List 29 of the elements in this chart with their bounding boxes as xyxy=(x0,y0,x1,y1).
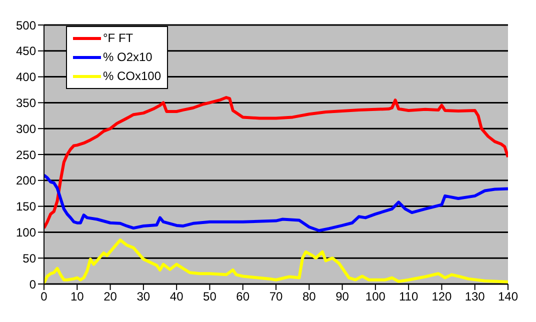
x-tick-label: 0 xyxy=(40,290,48,304)
y-tick-label: 200 xyxy=(16,174,36,188)
y-tick-label: 250 xyxy=(16,148,36,162)
x-tick-label: 50 xyxy=(203,290,217,304)
legend-label: % O2x10 xyxy=(103,49,152,66)
x-tick-label: 60 xyxy=(236,290,250,304)
y-tick-label: 400 xyxy=(16,70,36,84)
x-tick-label: 100 xyxy=(365,290,386,304)
x-tick-label: 120 xyxy=(432,290,452,304)
x-tick-label: 90 xyxy=(336,290,350,304)
x-tick-label: 80 xyxy=(302,290,316,304)
y-tick-label: 350 xyxy=(16,96,36,110)
y-tick-label: 0 xyxy=(29,277,36,292)
y-tick-label: 100 xyxy=(16,225,36,240)
legend-label: % COx100 xyxy=(103,68,162,85)
x-tick-label: 140 xyxy=(498,290,518,304)
legend-label: °F FT xyxy=(103,30,134,47)
x-tick-label: 70 xyxy=(269,290,283,304)
y-tick-label: 50 xyxy=(22,251,36,266)
x-tick-label: 30 xyxy=(136,290,150,304)
y-tick-label: 150 xyxy=(16,200,36,214)
x-tick-label: 20 xyxy=(104,290,118,304)
x-tick-label: 130 xyxy=(464,290,486,304)
x-tick-label: 110 xyxy=(399,290,418,304)
y-tick-label: 500 xyxy=(16,18,36,32)
y-tick-label: 300 xyxy=(16,122,36,136)
x-tick-label: 40 xyxy=(170,290,184,304)
y-tick-label: 450 xyxy=(16,44,36,58)
x-tick-label: 10 xyxy=(70,290,84,304)
